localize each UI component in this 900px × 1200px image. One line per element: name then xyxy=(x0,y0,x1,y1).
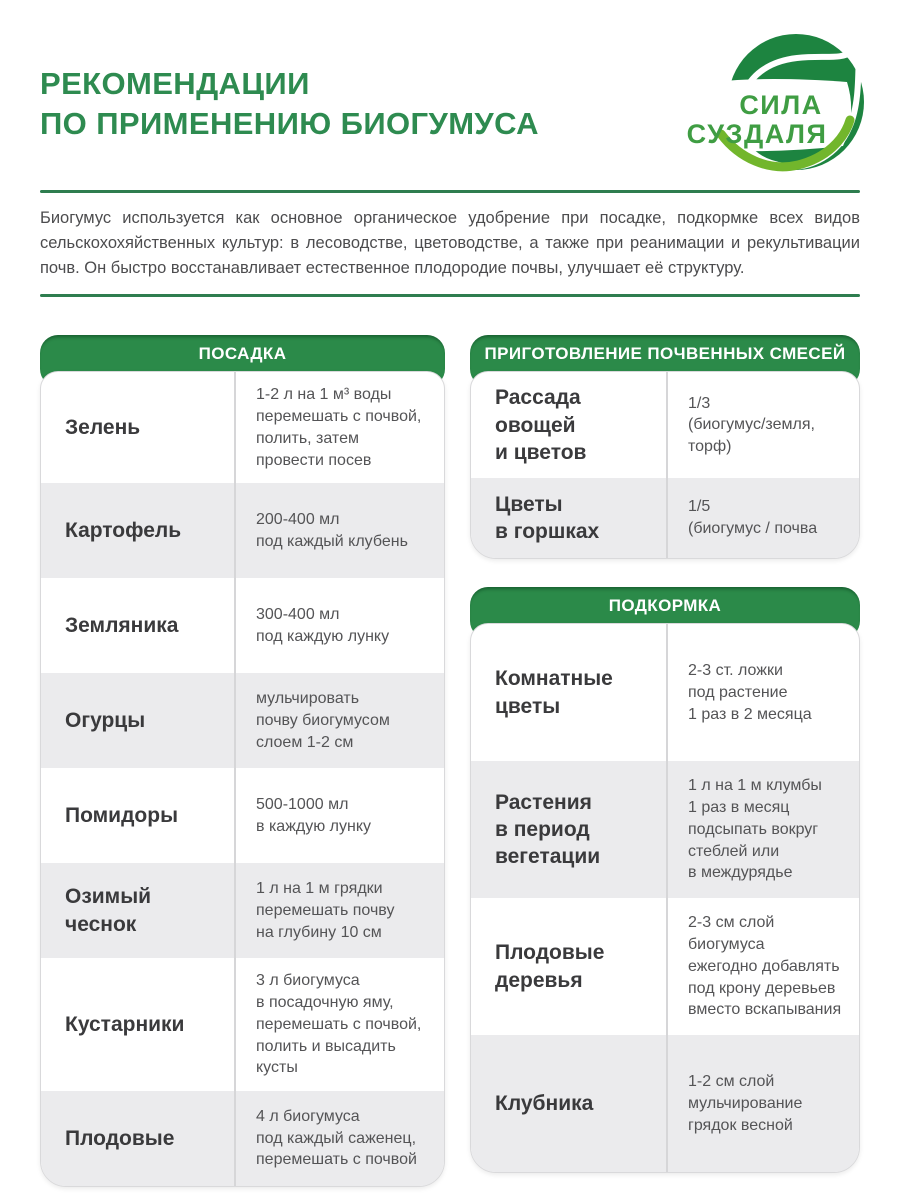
table-row: Огурцы мульчировать почву биогумусом сло… xyxy=(41,673,444,769)
logo-text-line1: СИЛА xyxy=(739,90,822,120)
row-name-cell: Цветы в горшках xyxy=(495,492,600,544)
divider-bottom xyxy=(40,294,860,298)
table-row: Картофель 200-400 мл под каждый клубень xyxy=(41,483,444,579)
soil-mixes-table-body: Рассада овощей и цветов 1/3 (биогумус/зе… xyxy=(470,371,860,560)
row-value-cell: 1/3 (биогумус/земля, торф) xyxy=(666,372,859,479)
table-row: Помидоры 500-1000 мл в каждую лунку xyxy=(41,768,444,864)
row-value-cell: 2-3 см слой биогумуса ежегодно добавлять… xyxy=(666,898,859,1036)
feeding-table: ПОДКОРМКА Комнатные цветы 2-3 ст. ложки … xyxy=(470,587,860,1174)
table-row: Клубника 1-2 см слой мульчирование грядо… xyxy=(471,1035,859,1173)
row-value-cell: 1 л на 1 м клумбы 1 раз в месяц подсыпат… xyxy=(666,761,859,899)
intro-paragraph: Биогумус используется как основное орган… xyxy=(40,209,860,277)
table-row: Земляника 300-400 мл под каждую лунку xyxy=(41,578,444,674)
table-row: Зелень 1-2 л на 1 м³ воды перемешать с п… xyxy=(41,372,444,484)
row-value-cell: 1-2 см слой мульчирование грядок весной xyxy=(666,1035,859,1173)
row-value-cell: 2-3 ст. ложки под растение 1 раз в 2 мес… xyxy=(666,624,859,762)
row-name-cell: Кустарники xyxy=(65,1012,185,1036)
row-value-cell: 1/5 (биогумус / почва xyxy=(666,478,859,559)
row-name-cell: Огурцы xyxy=(65,709,146,733)
feeding-table-title: ПОДКОРМКА xyxy=(608,595,722,615)
divider-top xyxy=(40,190,860,193)
page-header: РЕКОМЕНДАЦИИ ПО ПРИМЕНЕНИЮ БИОГУМУСА СИЛ… xyxy=(40,28,864,190)
table-row: Комнатные цветы 2-3 ст. ложки под растен… xyxy=(471,624,859,762)
row-value-cell: 1 л на 1 м грядки перемешать почву на гл… xyxy=(234,863,444,959)
row-name-cell: Клубника xyxy=(495,1091,594,1115)
table-row: Рассада овощей и цветов 1/3 (биогумус/зе… xyxy=(471,372,859,479)
row-name-cell: Плодовые деревья xyxy=(495,941,605,992)
page-title: РЕКОМЕНДАЦИИ ПО ПРИМЕНЕНИЮ БИОГУМУСА xyxy=(40,66,539,142)
row-name-cell: Помидоры xyxy=(65,804,179,828)
row-name-cell: Плодовые xyxy=(65,1126,175,1150)
row-name-cell: Комнатные цветы xyxy=(495,667,613,718)
table-row: Растения в период вегетации 1 л на 1 м к… xyxy=(471,761,859,899)
table-row: Кустарники 3 л биогумуса в посадочную ям… xyxy=(41,958,444,1091)
row-value-cell: мульчировать почву биогумусом слоем 1-2 … xyxy=(234,673,444,769)
soil-mixes-table: ПРИГОТОВЛЕНИЕ ПОЧВЕННЫХ СМЕСЕЙ Рассада о… xyxy=(470,335,860,560)
row-name-cell: Картофель xyxy=(65,519,182,543)
planting-table-body: Зелень 1-2 л на 1 м³ воды перемешать с п… xyxy=(40,371,445,1187)
right-column: ПРИГОТОВЛЕНИЕ ПОЧВЕННЫХ СМЕСЕЙ Рассада о… xyxy=(470,335,860,1174)
row-name-cell: Растения в период вегетации xyxy=(495,790,601,869)
tables-area: ПОСАДКА Зелень 1-2 л на 1 м³ воды переме… xyxy=(40,335,860,1187)
planting-table: ПОСАДКА Зелень 1-2 л на 1 м³ воды переме… xyxy=(40,335,445,1187)
row-value-cell: 3 л биогумуса в посадочную яму, перемеша… xyxy=(234,958,444,1091)
table-row: Озимый чеснок 1 л на 1 м грядки перемеша… xyxy=(41,863,444,959)
table-row: Плодовые деревья 2-3 см слой биогумуса е… xyxy=(471,898,859,1036)
row-value-cell: 500-1000 мл в каждую лунку xyxy=(234,768,444,864)
row-value-cell: 300-400 мл под каждую лунку xyxy=(234,578,444,674)
table-row: Цветы в горшках 1/5 (биогумус / почва xyxy=(471,478,859,559)
soil-mixes-table-title: ПРИГОТОВЛЕНИЕ ПОЧВЕННЫХ СМЕСЕЙ xyxy=(484,343,846,363)
planting-table-title: ПОСАДКА xyxy=(198,343,287,363)
row-name-cell: Земляника xyxy=(65,614,179,638)
logo-text-line2: СУЗДАЛЯ xyxy=(687,119,828,149)
row-name-cell: Озимый чеснок xyxy=(65,885,152,936)
row-value-cell: 200-400 мл под каждый клубень xyxy=(234,483,444,579)
row-value-cell: 1-2 л на 1 м³ воды перемешать с почвой, … xyxy=(234,372,444,484)
leaf-logo-icon: СИЛА СУЗДАЛЯ xyxy=(651,34,864,172)
feeding-table-body: Комнатные цветы 2-3 ст. ложки под растен… xyxy=(470,623,860,1174)
row-name-cell: Рассада овощей и цветов xyxy=(495,386,587,464)
table-row: Плодовые 4 л биогумуса под каждый сажене… xyxy=(41,1091,444,1186)
brand-logo: СИЛА СУЗДАЛЯ xyxy=(651,30,866,187)
row-value-cell: 4 л биогумуса под каждый саженец, переме… xyxy=(234,1091,444,1186)
row-name-cell: Зелень xyxy=(65,416,141,440)
left-column: ПОСАДКА Зелень 1-2 л на 1 м³ воды переме… xyxy=(40,335,445,1187)
